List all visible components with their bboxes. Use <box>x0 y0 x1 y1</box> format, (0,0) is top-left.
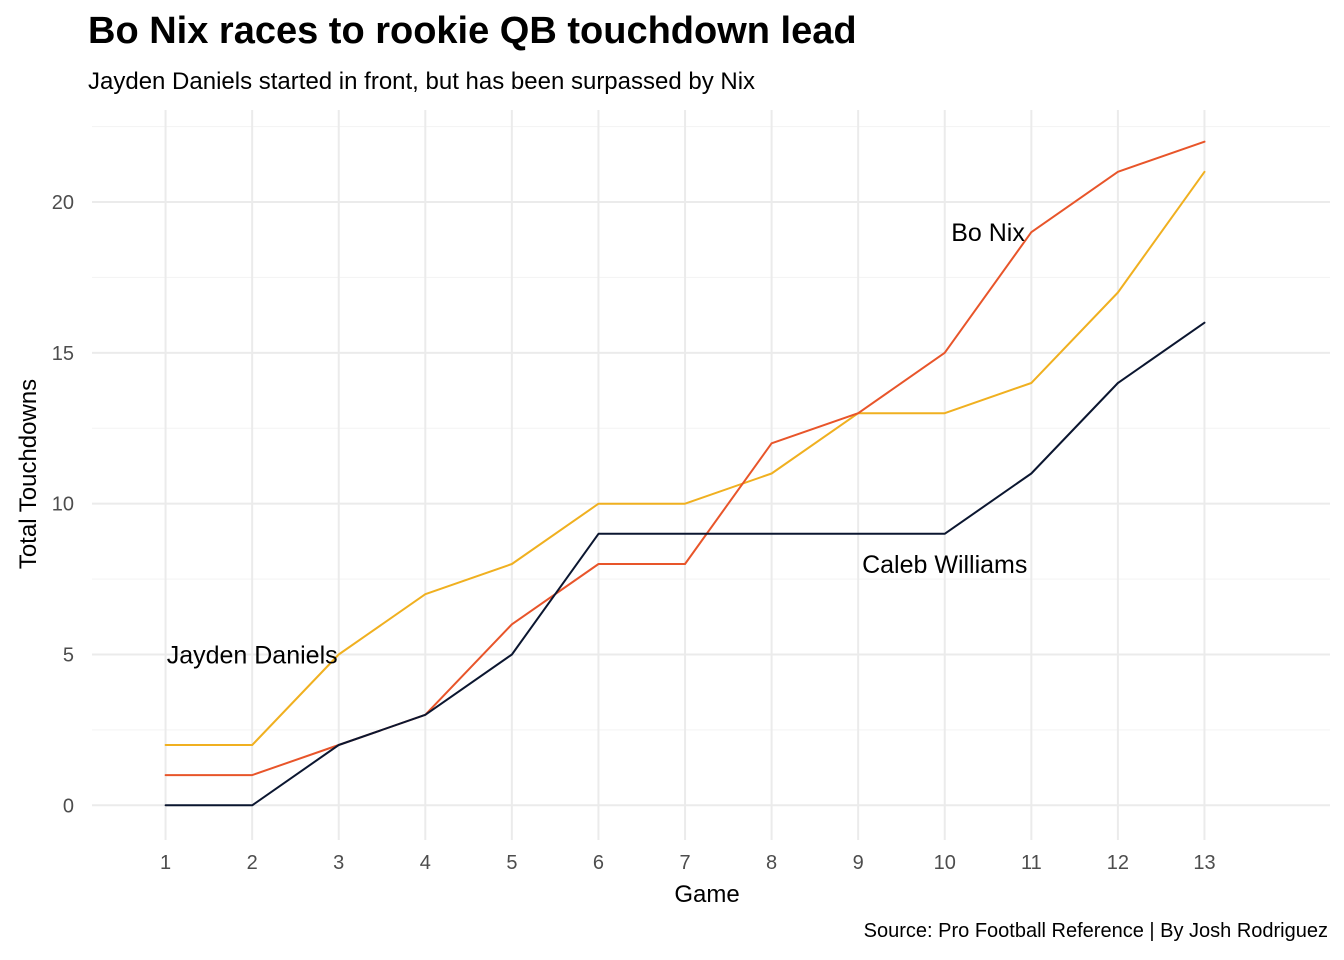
series-labels: Jayden Daniels Bo Nix Caleb Williams <box>167 219 1028 669</box>
grid-lines <box>92 110 1330 840</box>
chart-title: Bo Nix races to rookie QB touchdown lead <box>88 10 857 52</box>
x-axis-title: Game <box>674 881 739 908</box>
y-axis-title: Total Touchdowns <box>15 379 42 569</box>
series-label-bo-nix: Bo Nix <box>951 219 1025 247</box>
x-tick-label: 8 <box>766 852 777 874</box>
y-tick-label: 10 <box>52 494 74 516</box>
x-tick-labels: 1 2 3 4 5 6 7 8 9 10 11 12 13 <box>160 852 1216 874</box>
series-label-jayden-daniels: Jayden Daniels <box>167 641 338 669</box>
x-tick-label: 3 <box>333 852 344 874</box>
y-tick-label: 5 <box>63 644 74 666</box>
x-tick-label: 11 <box>1021 852 1042 874</box>
series-line-jayden-daniels <box>164 170 1206 746</box>
chart-subtitle: Jayden Daniels started in front, but has… <box>88 68 756 95</box>
x-tick-label: 10 <box>934 852 956 874</box>
y-tick-label: 15 <box>52 343 74 365</box>
x-tick-label: 1 <box>160 852 171 874</box>
x-tick-label: 2 <box>247 852 258 874</box>
y-tick-label: 0 <box>63 795 74 817</box>
x-tick-label: 7 <box>679 852 690 874</box>
y-tick-labels: 0 5 10 15 20 <box>52 192 74 817</box>
x-tick-label: 9 <box>853 852 864 874</box>
x-tick-label: 6 <box>593 852 604 874</box>
chart-caption: Source: Pro Football Reference | By Josh… <box>863 920 1328 942</box>
series-label-caleb-williams: Caleb Williams <box>862 551 1027 579</box>
y-tick-label: 20 <box>52 192 74 214</box>
x-tick-label: 12 <box>1107 852 1129 874</box>
x-tick-label: 4 <box>420 852 431 874</box>
x-tick-label: 13 <box>1193 852 1215 874</box>
x-tick-label: 5 <box>506 852 517 874</box>
series-line-caleb-williams <box>164 321 1206 807</box>
series-lines <box>164 140 1206 807</box>
